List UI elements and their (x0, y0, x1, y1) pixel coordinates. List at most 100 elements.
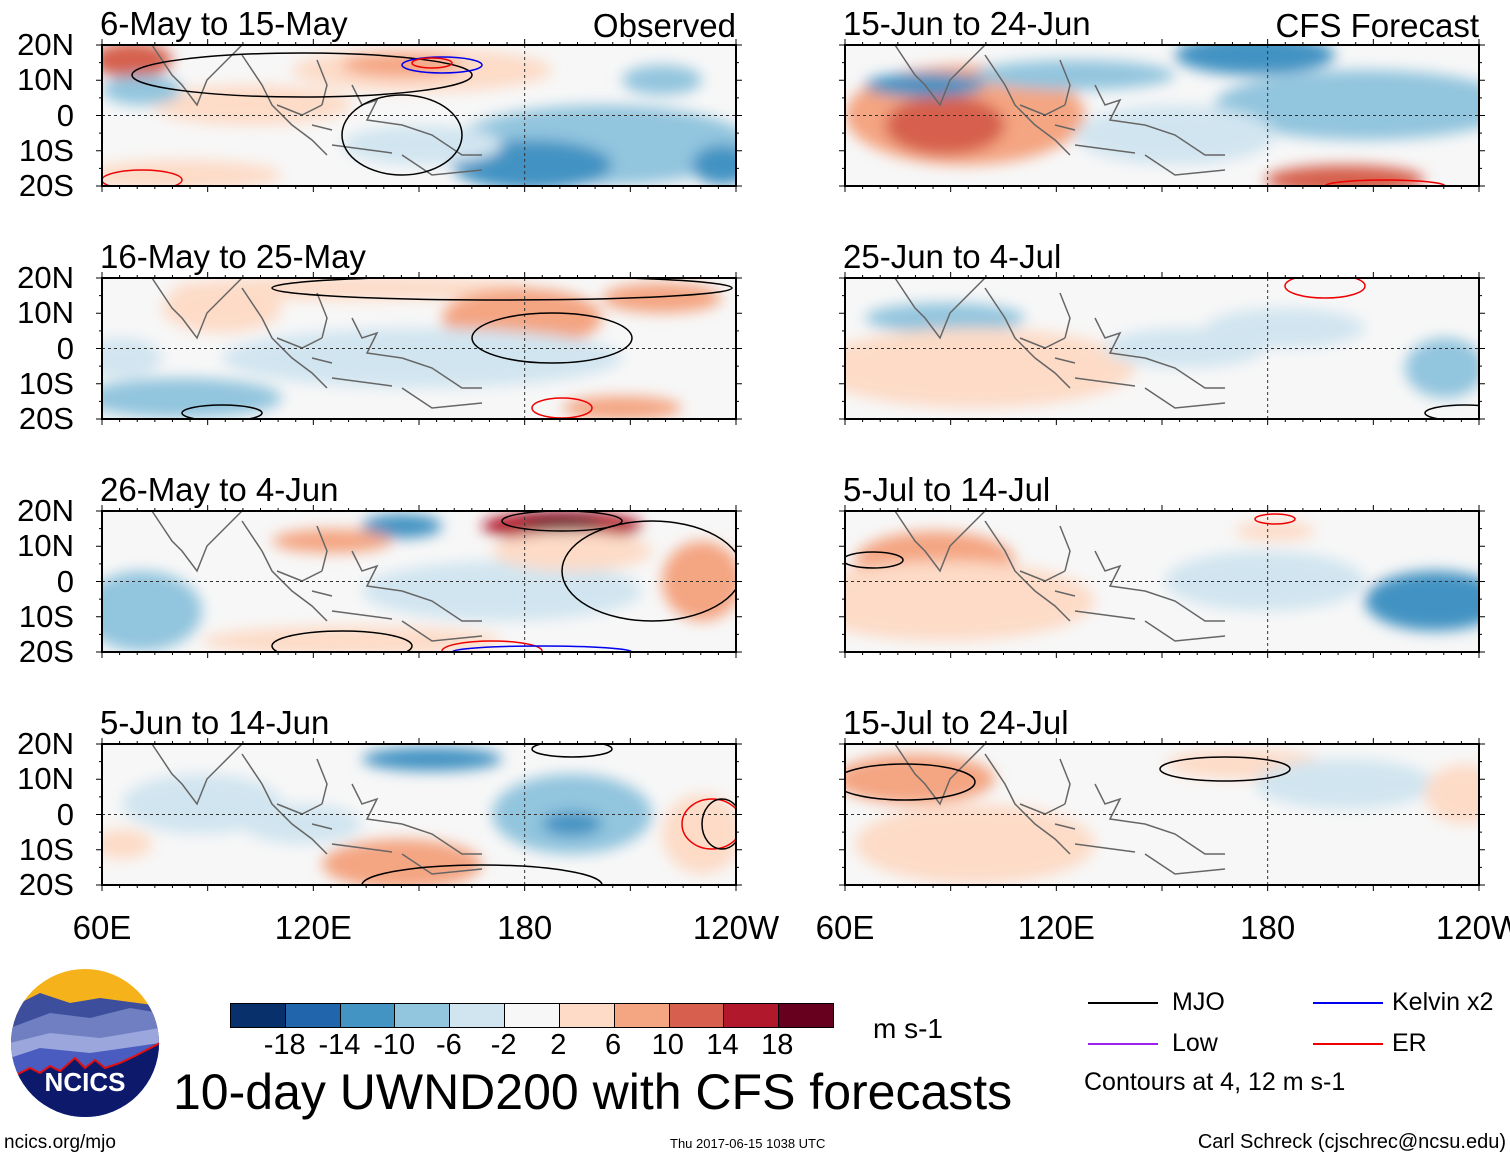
wind-anomaly-region (845, 328, 1135, 408)
colorbar-swatch (613, 1004, 669, 1027)
latitude-label: 0 (56, 330, 74, 366)
map-panel (839, 39, 1485, 192)
contour-line (411, 57, 453, 69)
panel-title: 6-May to 15-May (100, 5, 348, 42)
contour-line (1424, 404, 1479, 419)
wind-anomaly-region (162, 283, 282, 333)
panel-title: 25-Jun to 4-Jul (843, 238, 1062, 275)
wind-anomaly-region (542, 812, 602, 836)
longitude-label: 120E (274, 909, 352, 946)
latitude-label: 20N (17, 726, 74, 761)
latitude-label: 10S (18, 598, 74, 634)
contour-line (1324, 179, 1446, 186)
legend-label-low: Low (1172, 1029, 1218, 1057)
contour-line (501, 511, 623, 532)
colorbar-tick-label: -18 (263, 1029, 306, 1061)
map-panel (96, 272, 742, 425)
wind-anomaly-region (102, 378, 282, 418)
wind-anomaly-region (102, 160, 282, 186)
panel-source-label: Observed (592, 7, 736, 44)
colorbar-tick-label: 6 (605, 1029, 622, 1061)
contour-line (531, 744, 613, 758)
panel-title: 15-Jun to 24-Jun (843, 5, 1091, 42)
wind-anomaly-region (1215, 70, 1479, 140)
wind-anomaly-region (1425, 764, 1479, 824)
legend-line-low (1088, 1043, 1158, 1045)
latitude-label: 0 (56, 97, 74, 133)
figure-title: 10-day UWND200 with CFS forecasts (173, 1064, 1013, 1120)
wind-anomaly-region (885, 95, 1005, 155)
longitude-label: 180 (497, 909, 553, 946)
latitude-label: 10N (17, 295, 74, 331)
map-panel (839, 505, 1485, 658)
footer-url: ncics.org/mjo (4, 1132, 116, 1153)
colorbar-swatch (668, 1004, 724, 1027)
colorbar-swatch (723, 1004, 779, 1027)
latitude-label: 10S (18, 365, 74, 401)
wind-anomaly-region (662, 794, 736, 874)
latitude-label: 20N (17, 27, 74, 62)
longitude-label: 180 (1240, 909, 1296, 946)
map-panel (839, 738, 1485, 891)
colorbar-tick-label: 10 (651, 1029, 684, 1061)
latitude-label: 20S (18, 867, 74, 902)
wind-anomaly-region (492, 531, 652, 571)
longitude-label: 120W (692, 909, 780, 946)
legend-label-mjo: MJO (1172, 988, 1225, 1016)
wind-anomaly-region (845, 561, 1095, 641)
contour-line (181, 404, 263, 419)
contour-line (701, 798, 736, 850)
colorbar-tick-label: 14 (706, 1029, 739, 1061)
latitude-label: 0 (56, 563, 74, 599)
panel-title: 15-Jul to 24-Jul (843, 704, 1069, 741)
colorbar-tick-label: -2 (490, 1029, 517, 1061)
wind-anomaly-region (1405, 338, 1479, 398)
panel-title: 5-Jun to 14-Jun (100, 704, 330, 741)
colorbar-swatch (231, 1004, 285, 1027)
latitude-label: 20N (17, 260, 74, 295)
wind-anomaly-region (1365, 571, 1479, 631)
colorbar-swatch (558, 1004, 614, 1027)
wind-anomaly-region (1265, 165, 1425, 186)
contour-line (131, 52, 473, 98)
legend-line-er (1313, 1043, 1383, 1045)
contour-line (471, 312, 633, 364)
map-panel (839, 272, 1485, 425)
wind-anomaly-region (102, 75, 182, 105)
longitude-label: 120W (1435, 909, 1510, 946)
contour-line (341, 94, 463, 176)
panel-source-label: CFS Forecast (1275, 7, 1479, 44)
wind-anomaly-region (1235, 521, 1315, 541)
panel-title: 16-May to 25-May (100, 238, 366, 275)
colorbar-swatch (284, 1004, 340, 1027)
wind-anomaly-region (122, 774, 282, 834)
footer-credit: Carl Schreck (cjschrec@ncsu.edu) (1197, 1131, 1506, 1153)
footer-timestamp: Thu 2017-06-15 1038 UTC (670, 1136, 826, 1151)
legend-label-kelvin: Kelvin x2 (1392, 988, 1494, 1016)
colorbar-tick-label: -10 (373, 1029, 416, 1061)
wind-anomaly-region (102, 45, 172, 78)
ncics-logo: NCICS (10, 968, 160, 1118)
contour-line (1159, 756, 1291, 782)
longitude-label: 60E (72, 909, 132, 946)
legend-line-kelvin (1313, 1002, 1383, 1004)
colorbar-swatch (339, 1004, 395, 1027)
map-panel (96, 39, 742, 192)
wind-anomaly-region (202, 626, 502, 652)
wind-anomaly-region (522, 515, 602, 531)
colorbar-tick-label: 2 (550, 1029, 567, 1061)
wind-anomaly-region (845, 754, 995, 804)
colorbar-swatch (394, 1004, 450, 1027)
latitude-label: 20S (18, 401, 74, 436)
map-panel (96, 738, 742, 891)
colorbar-swatch (504, 1004, 559, 1027)
colorbar (230, 1003, 834, 1028)
wind-anomaly-region (1205, 308, 1365, 348)
latitude-label: 10N (17, 528, 74, 564)
wind-anomaly-region (242, 804, 362, 844)
panel-title: 5-Jul to 14-Jul (843, 471, 1051, 508)
wind-anomaly-region (272, 529, 392, 553)
contour-line (271, 630, 413, 652)
wind-anomaly-region (102, 338, 162, 378)
map-panel (96, 505, 742, 658)
